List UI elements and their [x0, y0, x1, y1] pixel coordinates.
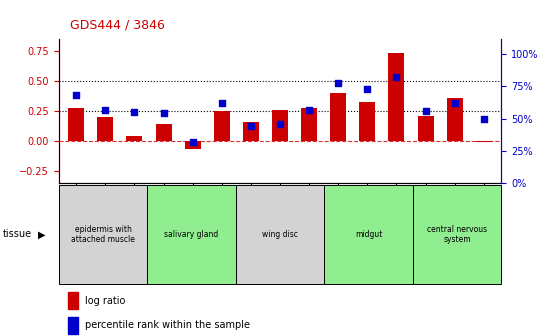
Point: [72, 93, 81, 98]
Bar: [389, 53, 404, 141]
Point: [305, 107, 314, 112]
Point: [276, 121, 284, 126]
Bar: [418, 116, 433, 141]
Text: wing disc: wing disc: [262, 230, 298, 239]
Text: GDS444 / 3846: GDS444 / 3846: [70, 18, 165, 32]
Bar: [147, 185, 236, 284]
Bar: [243, 122, 259, 141]
Bar: [447, 98, 463, 141]
Point: [334, 80, 343, 85]
Bar: [272, 110, 288, 141]
Bar: [68, 317, 78, 334]
Text: salivary gland: salivary gland: [165, 230, 218, 239]
Text: log ratio: log ratio: [85, 296, 125, 306]
Point: [421, 108, 430, 114]
Bar: [97, 117, 113, 141]
Bar: [59, 185, 147, 284]
Bar: [156, 124, 171, 141]
Text: percentile rank within the sample: percentile rank within the sample: [85, 320, 250, 330]
Point: [159, 111, 168, 116]
Bar: [127, 136, 142, 141]
Text: epidermis with
attached muscle: epidermis with attached muscle: [71, 225, 135, 244]
Bar: [413, 185, 501, 284]
Point: [450, 100, 459, 106]
Text: tissue: tissue: [3, 229, 32, 239]
Point: [246, 124, 255, 129]
Point: [130, 110, 139, 115]
Bar: [324, 185, 413, 284]
Point: [101, 107, 110, 112]
Point: [392, 75, 401, 80]
Bar: [68, 109, 84, 141]
Point: [479, 116, 488, 121]
Bar: [214, 111, 230, 141]
Bar: [68, 292, 78, 309]
Bar: [330, 93, 346, 141]
Point: [217, 100, 226, 106]
Bar: [360, 102, 375, 141]
Point: [188, 139, 197, 144]
Text: midgut: midgut: [355, 230, 382, 239]
Bar: [476, 141, 492, 142]
Bar: [236, 185, 324, 284]
Text: ▶: ▶: [38, 229, 45, 239]
Bar: [301, 109, 317, 141]
Point: [363, 86, 372, 92]
Bar: [185, 141, 200, 150]
Text: central nervous
system: central nervous system: [427, 225, 487, 244]
